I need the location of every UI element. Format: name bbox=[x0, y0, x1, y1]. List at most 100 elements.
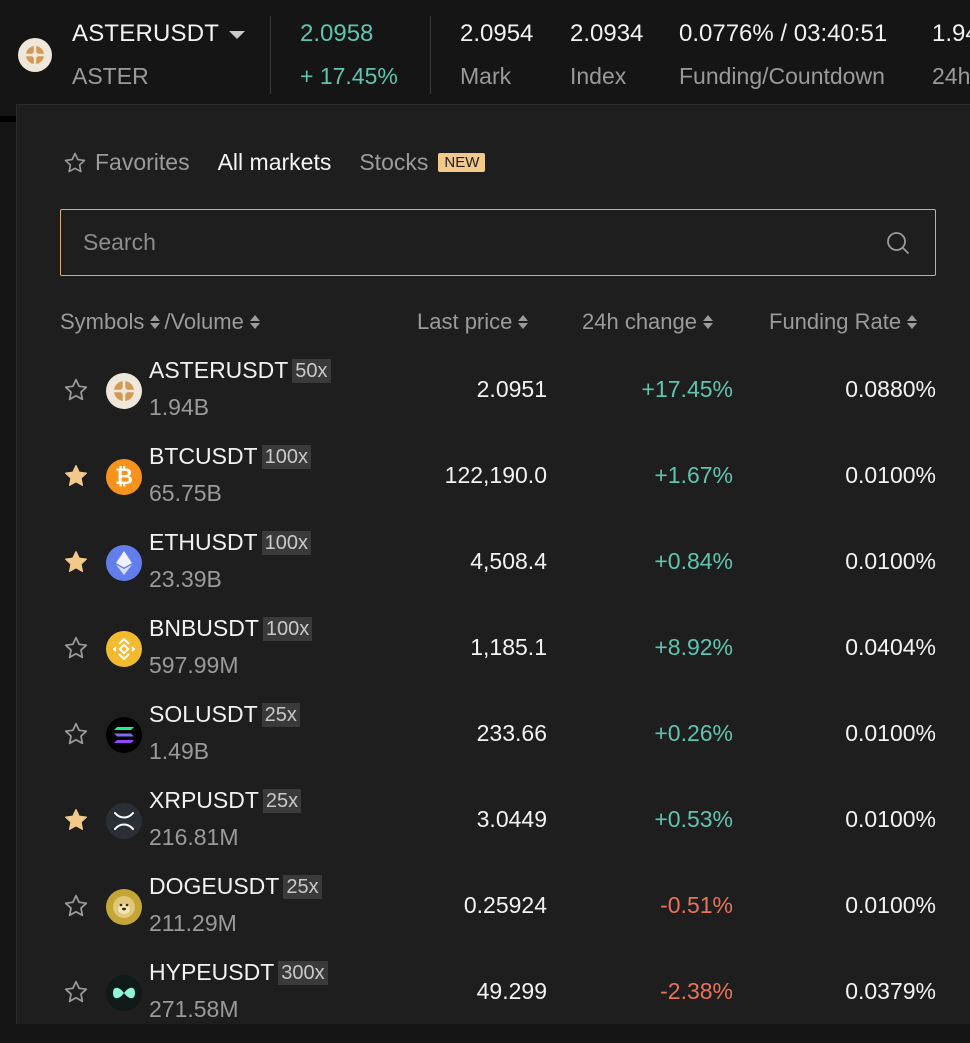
change-cell: +0.53% bbox=[654, 806, 733, 832]
chevron-down-icon bbox=[229, 31, 246, 39]
leverage-badge: 100x bbox=[262, 616, 313, 641]
funding-rate-cell: 0.0100% bbox=[845, 462, 936, 488]
leverage-badge: 100x bbox=[261, 444, 311, 469]
table-row[interactable]: DOGEUSDT 25x 211.29M 0.25924 -0.51% 0.010… bbox=[17, 871, 970, 957]
symbol-name: SOLUSDT bbox=[149, 701, 258, 727]
base-asset: ASTER bbox=[72, 63, 149, 89]
dogecoin-icon bbox=[106, 889, 142, 925]
change-cell: -2.38% bbox=[660, 978, 733, 1004]
symbol-cell: SOLUSDT 25x bbox=[149, 701, 300, 728]
search-icon[interactable] bbox=[885, 230, 911, 256]
last-price-cell: 0.25924 bbox=[463, 892, 547, 918]
market-tabs: Favorites All markets Stocks NEW bbox=[63, 149, 486, 176]
symbol-cell: ETHUSDT 100x bbox=[149, 529, 311, 556]
xrp-icon bbox=[106, 803, 142, 839]
funding-rate-cell: 0.0880% bbox=[845, 376, 936, 402]
star-outline-icon[interactable] bbox=[63, 635, 89, 661]
last-price-cell: 2.0951 bbox=[476, 376, 547, 402]
symbol-name: ETHUSDT bbox=[149, 529, 258, 555]
tab-all-markets[interactable]: All markets bbox=[218, 149, 332, 176]
index-price-value: 2.0934 bbox=[570, 20, 644, 47]
sort-icon bbox=[907, 314, 918, 330]
tab-stocks[interactable]: Stocks NEW bbox=[359, 149, 486, 176]
change-cell: +17.45% bbox=[641, 376, 733, 402]
divider bbox=[270, 16, 271, 94]
table-row[interactable]: XRPUSDT 25x 216.81M 3.0449 +0.53% 0.0100% bbox=[17, 785, 970, 871]
tab-all-markets-label: All markets bbox=[217, 149, 332, 175]
star-outline-icon[interactable] bbox=[63, 377, 89, 403]
table-row[interactable]: BNBUSDT 100x 597.99M 1,185.1 +8.92% 0.040… bbox=[17, 613, 970, 699]
divider bbox=[430, 16, 431, 94]
funding-value: 0.0776% / 03:40:51 bbox=[679, 20, 888, 47]
symbol-cell: BTCUSDT 100x bbox=[149, 443, 311, 470]
price-change: + 17.45% bbox=[300, 63, 398, 89]
funding-rate-cell: 0.0379% bbox=[845, 978, 936, 1004]
mark-price-label: Mark bbox=[460, 63, 512, 89]
tab-favorites[interactable]: Favorites bbox=[63, 149, 190, 176]
change-cell: -0.51% bbox=[660, 892, 733, 918]
tab-stocks-label: Stocks bbox=[359, 149, 429, 175]
sort-icon bbox=[249, 314, 260, 330]
funding-rate-cell: 0.0100% bbox=[845, 548, 936, 574]
column-header-funding-rate[interactable]: Funding Rate bbox=[769, 309, 918, 335]
symbol-name: BTCUSDT bbox=[149, 443, 258, 469]
ticker-header: ASTERUSDT ASTER 2.0958 + 17.45% 2.0954 M… bbox=[0, 0, 970, 104]
table-row[interactable]: ETHUSDT 100x 23.39B 4,508.4 +0.84% 0.0100… bbox=[17, 527, 970, 613]
leverage-badge: 25x bbox=[261, 702, 300, 727]
funding-rate-cell: 0.0100% bbox=[845, 720, 936, 746]
column-header-24h-change[interactable]: 24h change bbox=[582, 309, 713, 335]
table-row[interactable]: HYPEUSDT 300x 271.58M 49.299 -2.38% 0.037… bbox=[17, 957, 970, 1043]
change-cell: +0.84% bbox=[654, 548, 733, 574]
symbol-name: DOGEUSDT bbox=[149, 873, 280, 899]
leverage-badge: 50x bbox=[292, 358, 331, 383]
last-price-cell: 4,508.4 bbox=[470, 548, 547, 574]
symbol-cell: HYPEUSDT 300x bbox=[149, 959, 328, 986]
last-price-cell: 1,185.1 bbox=[470, 634, 547, 660]
star-outline-icon[interactable] bbox=[63, 721, 89, 747]
leverage-badge: 25x bbox=[262, 788, 302, 813]
star-filled-icon[interactable] bbox=[63, 463, 89, 489]
symbol-selector[interactable]: ASTERUSDT bbox=[72, 20, 246, 48]
column-header-funding-rate-label: Funding Rate bbox=[769, 309, 902, 334]
last-price-cell: 3.0449 bbox=[476, 806, 547, 832]
aster-logo-icon bbox=[18, 38, 52, 72]
volume-24h-label: 24h bbox=[932, 63, 970, 89]
divider bbox=[0, 116, 16, 122]
volume-cell: 23.39B bbox=[149, 566, 222, 592]
symbol-name: BNBUSDT bbox=[149, 615, 259, 641]
symbol-cell: BNBUSDT 100x bbox=[149, 615, 313, 642]
funding-rate-cell: 0.0100% bbox=[845, 806, 936, 832]
star-filled-icon[interactable] bbox=[63, 549, 89, 575]
leverage-badge: 25x bbox=[283, 874, 322, 899]
change-cell: +1.67% bbox=[654, 462, 733, 488]
leverage-badge: 100x bbox=[261, 530, 311, 555]
last-price-cell: 122,190.0 bbox=[444, 462, 547, 488]
table-row[interactable]: ₿ BTCUSDT 100x 65.75B 122,190.0 +1.67% 0.… bbox=[17, 441, 970, 527]
sort-icon bbox=[518, 314, 529, 330]
mark-price-value: 2.0954 bbox=[460, 20, 534, 47]
star-outline-icon[interactable] bbox=[63, 893, 89, 919]
symbol-cell: ASTERUSDT 50x bbox=[149, 357, 331, 384]
table-row[interactable]: ASTERUSDT 50x 1.94B 2.0951 +17.45% 0.0880… bbox=[17, 355, 970, 441]
column-header-24h-change-label: 24h change bbox=[582, 309, 697, 334]
column-header-symbols-label: Symbols bbox=[60, 309, 145, 334]
funding-rate-cell: 0.0404% bbox=[845, 634, 936, 660]
symbol-name: ASTERUSDT bbox=[72, 20, 220, 47]
star-filled-icon[interactable] bbox=[63, 807, 89, 833]
change-cell: +8.92% bbox=[654, 634, 733, 660]
aster-coin-icon bbox=[106, 373, 142, 409]
search-input[interactable] bbox=[83, 210, 863, 274]
star-outline-icon[interactable] bbox=[63, 979, 89, 1005]
column-header-symbols[interactable]: Symbols /Volume bbox=[60, 309, 260, 335]
tab-favorites-label: Favorites bbox=[95, 149, 190, 175]
column-header-last-price[interactable]: Last price bbox=[417, 309, 529, 335]
search-box bbox=[60, 209, 936, 276]
sort-icon bbox=[703, 314, 713, 330]
symbol-cell: XRPUSDT 25x bbox=[149, 787, 302, 814]
table-row[interactable]: SOLUSDT 25x 1.49B 233.66 +0.26% 0.0100% bbox=[17, 699, 970, 785]
ethereum-icon bbox=[106, 545, 142, 581]
background-chart-edge bbox=[0, 104, 16, 1024]
volume-cell: 597.99M bbox=[149, 652, 239, 678]
index-price-label: Index bbox=[570, 63, 627, 89]
symbol-name: ASTERUSDT bbox=[149, 357, 289, 383]
